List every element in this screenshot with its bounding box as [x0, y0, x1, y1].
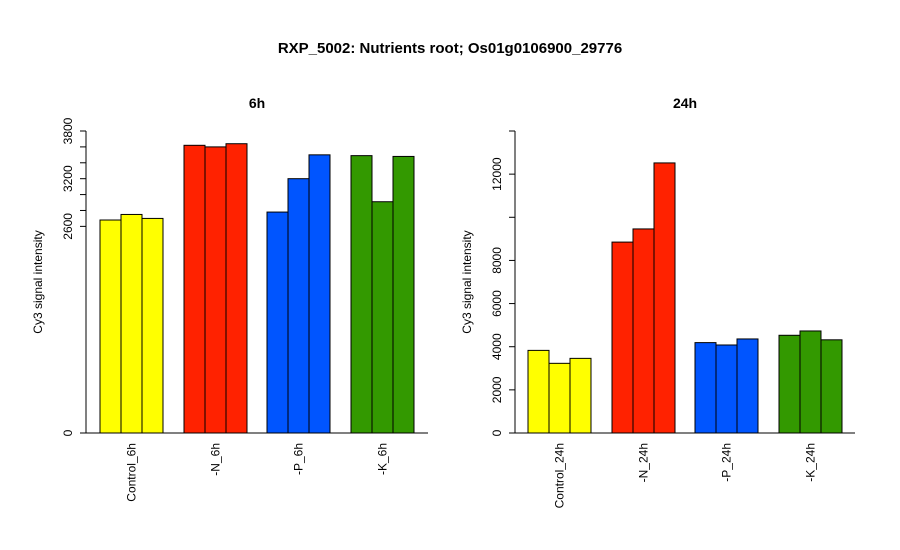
x-tick-label: -K_24h — [804, 443, 818, 482]
panel-title: 6h — [249, 95, 265, 111]
y-tick-label: 6000 — [490, 290, 504, 317]
x-tick-label: -K_6h — [376, 443, 390, 475]
bar — [653, 162, 676, 434]
x-tick-label: Control_6h — [125, 443, 139, 502]
x-tick-label: -N_6h — [209, 443, 223, 476]
bar — [308, 154, 331, 434]
y-tick-label: 0 — [490, 429, 504, 436]
bar — [820, 339, 843, 434]
bar — [632, 228, 655, 434]
x-tick-label: -N_24h — [637, 443, 651, 482]
bar — [350, 155, 373, 434]
x-tick-label: -P_24h — [720, 443, 734, 482]
bar — [204, 146, 227, 434]
x-tick-label: -P_6h — [292, 443, 306, 475]
bar — [715, 344, 738, 434]
y-tick-label: 3800 — [61, 117, 75, 144]
bar — [266, 211, 289, 434]
bar — [287, 178, 310, 434]
bar — [778, 334, 801, 434]
bar — [183, 144, 206, 434]
y-tick-label: 2000 — [490, 376, 504, 403]
bar — [527, 349, 550, 434]
y-axis-label: Cy3 signal intensity — [31, 230, 45, 333]
bar — [371, 201, 394, 434]
bar — [569, 357, 592, 434]
panel-6h: 6h 0 2600 3200 3800 Cy3 signal intensity Contr… — [31, 95, 428, 502]
y-tick-label: 3200 — [61, 165, 75, 192]
bar — [694, 342, 717, 434]
y-tick-label: 12000 — [490, 157, 504, 191]
y-tick-label: 8000 — [490, 247, 504, 274]
y-tick-label: 2600 — [61, 213, 75, 240]
bar — [141, 217, 164, 434]
bar — [99, 219, 122, 434]
panel-24h: 24h 0 2000 4000 6000 8000 12000 Cy3 signal inte… — [460, 95, 855, 508]
x-tick-label: Control_24h — [553, 443, 567, 508]
bar — [799, 330, 822, 434]
panel-title: 24h — [673, 95, 697, 111]
y-tick-label: 0 — [61, 429, 75, 436]
bar — [392, 155, 415, 434]
bar — [120, 213, 143, 434]
figure-title: RXP_5002: Nutrients root; Os01g0106900_2… — [277, 40, 623, 57]
bar — [736, 338, 759, 434]
bar — [611, 241, 634, 434]
y-axis-label: Cy3 signal intensity — [460, 230, 474, 333]
bar — [548, 362, 571, 434]
y-tick-label: 4000 — [490, 333, 504, 360]
bar — [225, 143, 248, 434]
